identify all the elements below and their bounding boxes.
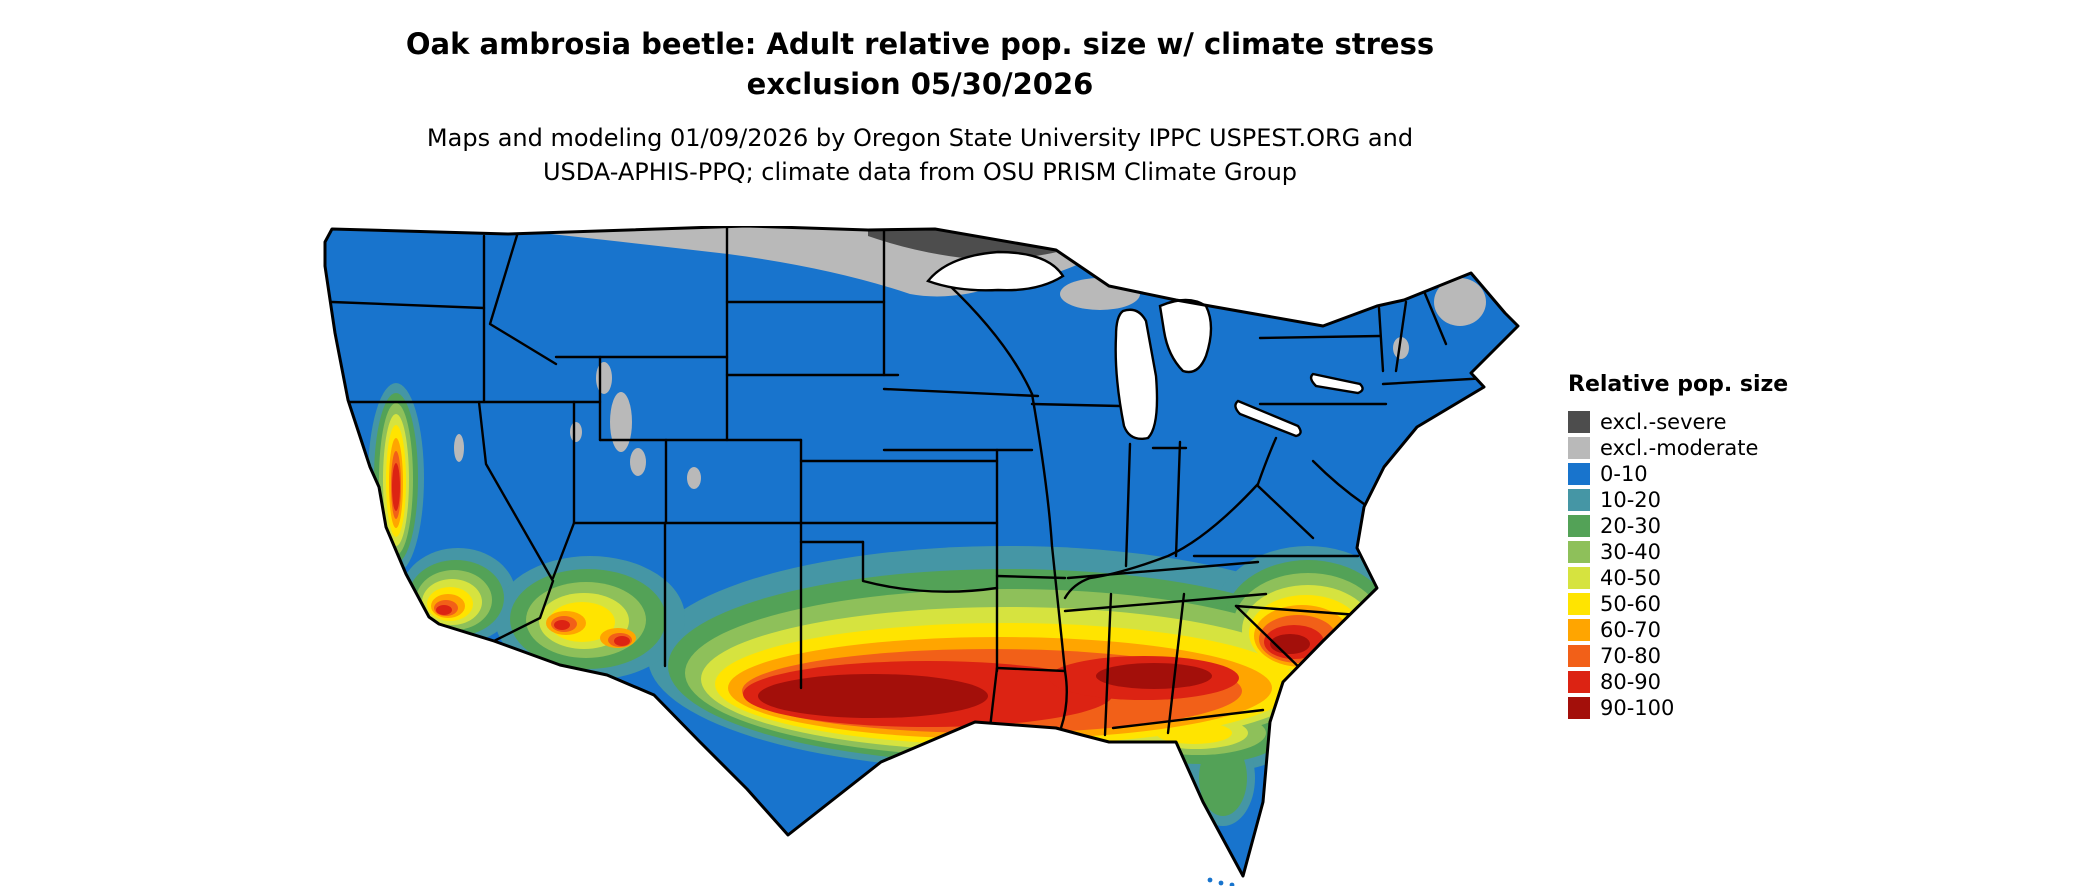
legend-swatch bbox=[1568, 567, 1590, 589]
legend-item: 80-90 bbox=[1568, 669, 1788, 695]
legend-item: 90-100 bbox=[1568, 695, 1788, 721]
legend-item: excl.-severe bbox=[1568, 409, 1788, 435]
legend-swatch bbox=[1568, 515, 1590, 537]
state-borders bbox=[330, 226, 1490, 737]
legend-item-label: 30-40 bbox=[1600, 539, 1662, 564]
legend-item: 0-10 bbox=[1568, 461, 1788, 487]
legend-swatch bbox=[1568, 463, 1590, 485]
legend-item: 60-70 bbox=[1568, 617, 1788, 643]
map-raster-layers bbox=[325, 226, 1518, 876]
legend-list: excl.-severe excl.-moderate 0-10 10-20 2… bbox=[1568, 409, 1788, 721]
legend-swatch bbox=[1568, 619, 1590, 641]
legend-item-label: excl.-severe bbox=[1600, 409, 1727, 434]
legend-item-label: 70-80 bbox=[1600, 643, 1662, 668]
us-map-svg bbox=[323, 224, 1520, 888]
legend-item: 20-30 bbox=[1568, 513, 1788, 539]
map-subtitle-line2: USDA-APHIS-PPQ; climate data from OSU PR… bbox=[542, 157, 1298, 186]
legend-item-label: 10-20 bbox=[1600, 487, 1662, 512]
lake-michigan bbox=[1114, 308, 1159, 440]
legend-swatch bbox=[1568, 593, 1590, 615]
legend-item-label: 50-60 bbox=[1600, 591, 1662, 616]
map-subtitle: Maps and modeling 01/09/2026 by Oregon S… bbox=[0, 122, 1840, 189]
legend-item: 10-20 bbox=[1568, 487, 1788, 513]
legend-item-label: 0-10 bbox=[1600, 461, 1648, 486]
us-map bbox=[308, 224, 1528, 888]
legend-item: 40-50 bbox=[1568, 565, 1788, 591]
map-title: Oak ambrosia beetle: Adult relative pop.… bbox=[0, 24, 1840, 104]
legend-title: Relative pop. size bbox=[1568, 372, 1789, 397]
legend-swatch bbox=[1568, 645, 1590, 667]
map-title-line1: Oak ambrosia beetle: Adult relative pop.… bbox=[405, 27, 1435, 61]
legend-item: 50-60 bbox=[1568, 591, 1788, 617]
us-outline bbox=[323, 224, 1520, 878]
legend-item-label: 60-70 bbox=[1600, 617, 1662, 642]
legend-item-label: excl.-moderate bbox=[1600, 435, 1759, 460]
legend-item-label: 80-90 bbox=[1600, 669, 1662, 694]
legend-swatch bbox=[1568, 411, 1590, 433]
legend-item: 30-40 bbox=[1568, 539, 1788, 565]
legend-item-label: 40-50 bbox=[1600, 565, 1662, 590]
legend-item-label: 90-100 bbox=[1600, 695, 1675, 720]
lake-ontario bbox=[1309, 372, 1364, 395]
legend-swatch bbox=[1568, 541, 1590, 563]
legend-swatch bbox=[1568, 697, 1590, 719]
legend-swatch bbox=[1568, 437, 1590, 459]
legend-item: 70-80 bbox=[1568, 643, 1788, 669]
great-lakes bbox=[926, 250, 1364, 440]
header: Oak ambrosia beetle: Adult relative pop.… bbox=[0, 24, 1840, 189]
legend-swatch bbox=[1568, 671, 1590, 693]
lake-erie bbox=[1234, 399, 1302, 438]
florida-keys bbox=[1207, 877, 1235, 888]
layer-90-100 bbox=[758, 634, 1310, 718]
legend: Relative pop. size excl.-severe excl.-mo… bbox=[1568, 372, 1788, 721]
map-title-line2: exclusion 05/30/2026 bbox=[746, 67, 1094, 102]
lake-superior bbox=[926, 250, 1065, 292]
legend-item: excl.-moderate bbox=[1568, 435, 1788, 461]
legend-swatch bbox=[1568, 489, 1590, 511]
map-subtitle-line1: Maps and modeling 01/09/2026 by Oregon S… bbox=[426, 124, 1414, 153]
lake-huron bbox=[1158, 298, 1213, 374]
legend-item-label: 20-30 bbox=[1600, 513, 1662, 538]
